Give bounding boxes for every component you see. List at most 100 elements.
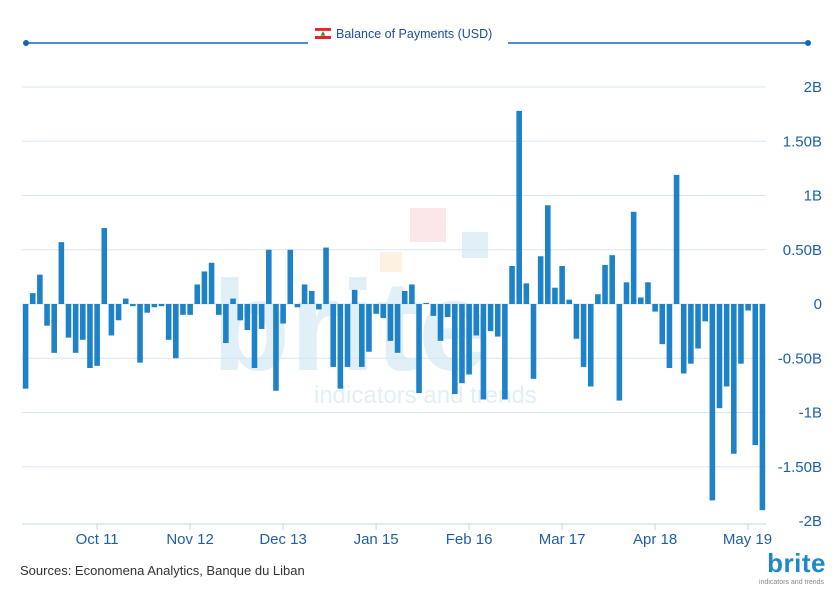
y-tick-label: -1B	[799, 405, 822, 422]
bar	[94, 304, 100, 366]
bar	[559, 266, 565, 304]
bar	[452, 304, 458, 395]
bar	[359, 304, 365, 367]
bar	[523, 283, 530, 304]
bar	[58, 242, 65, 304]
bar	[394, 304, 401, 353]
bar	[509, 266, 515, 304]
bar	[437, 304, 444, 341]
bar	[373, 304, 379, 314]
bar	[652, 304, 658, 312]
bar	[623, 282, 630, 304]
y-tick-label: 2B	[804, 79, 822, 96]
bar	[137, 304, 143, 363]
bar	[716, 304, 723, 409]
bar	[294, 304, 301, 308]
y-tick-label: 1.50B	[783, 133, 822, 150]
bar	[29, 293, 36, 304]
bar	[80, 304, 86, 340]
bar	[580, 304, 587, 367]
brand-wordmark: brite	[767, 548, 826, 578]
bar	[430, 304, 437, 316]
bar	[180, 304, 186, 315]
bar	[502, 304, 508, 400]
bar	[587, 304, 594, 387]
bar	[566, 299, 573, 304]
y-tick-label: 0	[814, 296, 822, 313]
bar	[444, 304, 451, 318]
bar	[165, 304, 172, 340]
x-tick-label: Apr 18	[633, 531, 677, 548]
bar	[87, 304, 93, 369]
bar	[351, 289, 358, 304]
brite-logo: brite indicators and trends	[746, 548, 826, 592]
bar	[280, 304, 286, 324]
bar	[266, 249, 272, 304]
bar	[702, 304, 708, 322]
bar	[516, 110, 522, 305]
bar	[151, 304, 158, 308]
bar	[144, 304, 150, 313]
bar	[22, 304, 29, 389]
bar	[545, 205, 551, 304]
bar	[645, 282, 651, 304]
bar	[595, 294, 601, 304]
bar	[659, 304, 666, 345]
bar	[602, 264, 608, 304]
bar	[695, 304, 701, 349]
bar	[65, 304, 72, 338]
bar	[573, 304, 580, 339]
bar	[173, 304, 179, 359]
bar	[680, 304, 687, 374]
y-tick-label: -2B	[799, 513, 822, 530]
x-tick-label: May 19	[723, 531, 772, 548]
y-tick-label: -1.50B	[778, 459, 822, 476]
bar	[387, 304, 394, 341]
bar	[409, 284, 415, 304]
x-tick-label: Oct 11	[76, 531, 119, 548]
bar	[487, 304, 494, 332]
bar	[423, 302, 429, 304]
bar	[287, 249, 294, 304]
bar	[638, 297, 644, 304]
bar	[537, 256, 544, 304]
bar	[258, 304, 265, 329]
bar	[323, 247, 329, 304]
bar	[366, 304, 372, 352]
bar	[215, 304, 222, 315]
y-tick-label: 1B	[804, 188, 822, 205]
bar	[609, 255, 615, 304]
bar	[251, 304, 258, 369]
bar	[51, 304, 57, 353]
bar	[316, 304, 322, 310]
bar	[330, 304, 336, 367]
chart-title: Balance of Payments (USD)	[336, 27, 492, 41]
bar	[72, 304, 79, 353]
bar	[745, 304, 751, 311]
lebanon-flag-icon	[314, 28, 332, 39]
bars	[22, 110, 766, 511]
bar	[466, 304, 472, 375]
bar	[130, 304, 136, 307]
watermark-tagline: indicators and trends	[314, 382, 537, 409]
bar	[416, 304, 422, 393]
bar	[223, 304, 229, 344]
bar	[752, 304, 759, 446]
bar	[337, 304, 344, 389]
bar	[473, 304, 480, 336]
x-tick-label: Mar 17	[539, 531, 586, 548]
x-tick-label: Jan 15	[354, 531, 399, 548]
x-tick-label: Feb 16	[446, 531, 493, 548]
bar	[37, 274, 43, 304]
header-rule-right-dot	[805, 40, 811, 46]
x-tick-label: Nov 12	[166, 531, 214, 548]
bar	[308, 290, 315, 304]
bar	[673, 174, 680, 304]
bar	[731, 304, 737, 454]
bar	[723, 304, 730, 387]
bar	[108, 304, 115, 336]
bar	[459, 304, 465, 384]
bar	[630, 211, 637, 304]
bar	[401, 290, 408, 304]
